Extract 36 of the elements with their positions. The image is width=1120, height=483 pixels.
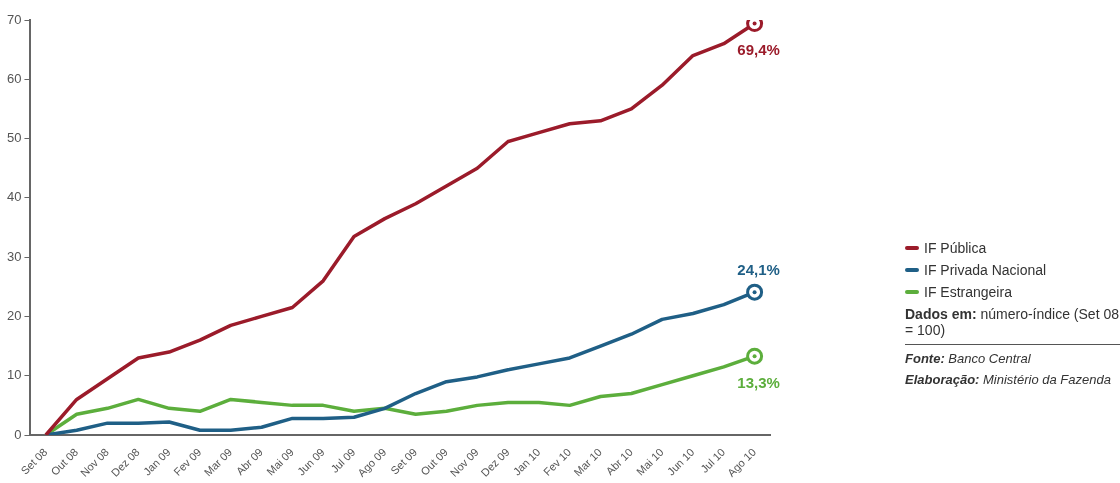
x-tick-label: Set 09 <box>388 445 420 477</box>
text: Dados em: número-índice (Set 08 = 100) <box>905 306 1119 338</box>
x-tick-label: Mar 09 <box>201 445 235 479</box>
x-tick-label: Jun 10 <box>664 445 697 478</box>
x-tick-label: Jun 09 <box>294 445 327 478</box>
x-tick-label: Mai 10 <box>633 445 666 478</box>
x-tick-label: Abr 09 <box>233 445 266 478</box>
source-note: Fonte: Banco Central <box>905 351 1032 366</box>
x-tick-label: Set 08 <box>18 445 50 477</box>
legend-label: IF Estrangeira <box>924 284 1012 300</box>
x-tick-label: Mai 09 <box>264 445 296 478</box>
y-tick-label: 10 <box>6 367 22 383</box>
x-tick-label: Fev 10 <box>540 445 574 479</box>
x-tick-label: Ago 09 <box>355 445 389 479</box>
data-label: 24,1% <box>737 260 780 278</box>
x-tick-label: Mar 10 <box>571 445 605 479</box>
y-tick-label: 20 <box>6 308 22 324</box>
y-tick-label: 0 <box>14 426 22 442</box>
legend-label: IF Pública <box>924 240 987 256</box>
legend-label: IF Privada Nacional <box>924 262 1047 278</box>
data-label: 13,3% <box>737 373 780 391</box>
y-tick-label: 40 <box>6 189 22 205</box>
x-tick-label: Jul 10 <box>698 445 728 475</box>
x-tick-label: Dez 09 <box>478 445 512 479</box>
y-tick-label: 30 <box>6 248 22 264</box>
x-tick-label: Jan 10 <box>510 445 543 478</box>
x-tick-label: Jan 09 <box>140 445 173 478</box>
data-label: 69,4% <box>737 41 780 59</box>
y-tick-label: 50 <box>6 130 22 146</box>
x-tick-label: Abr 10 <box>603 445 635 478</box>
x-tick-label: Jul 09 <box>328 445 358 475</box>
y-tick-label: 60 <box>6 70 22 86</box>
text: Elaboração: Ministério da Fazenda <box>905 372 1112 387</box>
y-tick-label: 70 <box>6 11 22 27</box>
x-tick-label: Fev 09 <box>171 445 204 479</box>
x-tick-label: Ago 10 <box>725 445 759 479</box>
